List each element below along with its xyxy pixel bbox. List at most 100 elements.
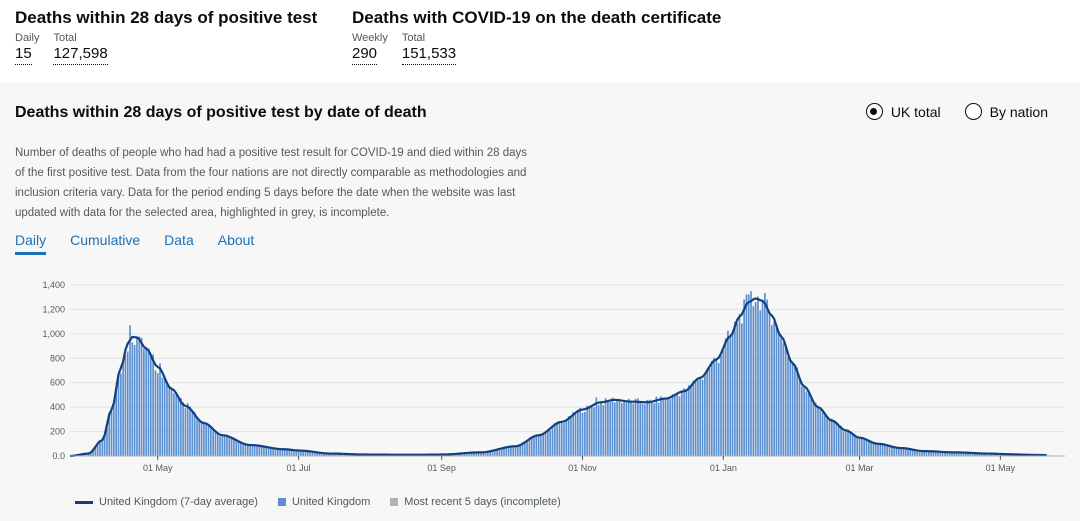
daily-bar	[784, 345, 787, 456]
daily-bar	[129, 325, 131, 456]
daily-bar	[306, 451, 309, 456]
daily-bar	[895, 447, 898, 456]
daily-bar	[674, 395, 676, 456]
daily-bar	[140, 337, 143, 456]
daily-bar	[902, 448, 905, 456]
daily-bar	[884, 443, 886, 456]
daily-bar	[710, 360, 713, 456]
daily-bar	[276, 448, 279, 456]
daily-bar	[581, 412, 584, 456]
daily-bar	[694, 381, 697, 456]
daily-bar	[754, 302, 757, 456]
daily-bar	[318, 452, 321, 456]
daily-bar	[944, 451, 946, 456]
daily-bar	[179, 397, 182, 456]
daily-bar	[166, 384, 168, 456]
daily-bar	[586, 405, 588, 456]
daily-bar	[459, 453, 461, 456]
legend-label: United Kingdom (7-day average)	[99, 496, 258, 508]
daily-bar	[235, 440, 238, 456]
daily-bar	[918, 450, 921, 456]
daily-bar	[683, 388, 685, 456]
daily-bar	[214, 431, 217, 456]
legend-item-incomplete[interactable]: Most recent 5 days (incomplete)	[390, 496, 561, 508]
daily-bar	[583, 412, 586, 456]
daily-bar	[932, 451, 935, 456]
daily-bar	[844, 431, 847, 456]
daily-bar	[819, 409, 822, 456]
daily-bar	[304, 451, 307, 456]
daily-bar	[339, 453, 341, 456]
daily-bar	[272, 448, 274, 456]
daily-bar	[182, 402, 184, 456]
daily-bar	[212, 430, 214, 456]
daily-bar	[267, 447, 270, 456]
daily-bar	[927, 451, 930, 456]
metric-total: Total 127,598	[53, 32, 108, 65]
daily-bar	[154, 370, 157, 456]
tab-data[interactable]: Data	[164, 232, 194, 248]
daily-bar	[103, 435, 106, 456]
daily-bar	[496, 449, 498, 456]
metric-value[interactable]: 15	[15, 45, 32, 65]
daily-bar	[685, 391, 688, 456]
daily-bar	[805, 391, 808, 456]
area-radio-group: UK total By nation	[865, 103, 1048, 120]
tab-cumulative[interactable]: Cumulative	[70, 232, 141, 248]
daily-bar	[526, 439, 528, 456]
metric-value[interactable]: 151,533	[401, 45, 457, 65]
radio-uk-total[interactable]: UK total	[865, 103, 941, 120]
y-tick-label: 1,200	[42, 304, 65, 314]
daily-bar	[854, 434, 856, 456]
daily-bar	[177, 397, 180, 456]
radio-by-nation[interactable]: By nation	[964, 103, 1048, 120]
daily-bar	[891, 446, 893, 456]
daily-bar	[279, 449, 281, 456]
legend-item-daily[interactable]: United Kingdom	[277, 496, 370, 508]
daily-bar	[750, 291, 752, 456]
daily-bar	[505, 447, 508, 456]
daily-bar	[981, 453, 983, 456]
daily-bar	[731, 331, 734, 456]
daily-bar	[934, 451, 937, 456]
daily-bar	[992, 453, 995, 456]
daily-bar	[634, 398, 637, 456]
daily-bar	[297, 450, 300, 456]
daily-bar	[708, 367, 711, 456]
daily-bar	[500, 448, 503, 456]
tab-daily[interactable]: Daily	[15, 232, 47, 255]
daily-bar	[540, 434, 542, 456]
daily-bar	[244, 444, 247, 456]
daily-bar	[817, 406, 819, 456]
daily-bar	[768, 313, 771, 456]
daily-bar	[265, 446, 268, 456]
daily-bar	[574, 412, 577, 456]
daily-bar	[205, 423, 208, 456]
daily-bar	[92, 449, 94, 456]
daily-bar	[625, 402, 628, 456]
daily-bar	[639, 402, 642, 456]
daily-bar	[974, 453, 976, 456]
daily-bar	[706, 369, 708, 456]
daily-bar	[173, 393, 175, 456]
x-tick-label: 01 Jan	[710, 463, 737, 473]
x-tick-label: 01 May	[986, 463, 1016, 473]
daily-bar	[740, 323, 743, 456]
daily-bar	[655, 396, 658, 456]
legend-item-average[interactable]: United Kingdom (7-day average)	[75, 496, 258, 508]
daily-bar	[528, 438, 531, 456]
metric-value[interactable]: 127,598	[53, 45, 108, 65]
tab-about[interactable]: About	[217, 232, 255, 248]
card-title: Deaths within 28 days of positive test b…	[15, 104, 427, 121]
daily-bar	[800, 386, 803, 456]
y-tick-label: 200	[50, 427, 65, 437]
daily-bar	[219, 436, 221, 456]
daily-bar	[122, 360, 124, 456]
chart-card: Deaths within 28 days of positive test b…	[0, 83, 1080, 521]
daily-bar	[253, 445, 256, 456]
daily-bar	[893, 446, 895, 456]
daily-bar	[595, 397, 598, 456]
daily-bar	[738, 313, 741, 456]
daily-bar	[602, 405, 605, 456]
metric-value[interactable]: 290	[352, 45, 378, 65]
